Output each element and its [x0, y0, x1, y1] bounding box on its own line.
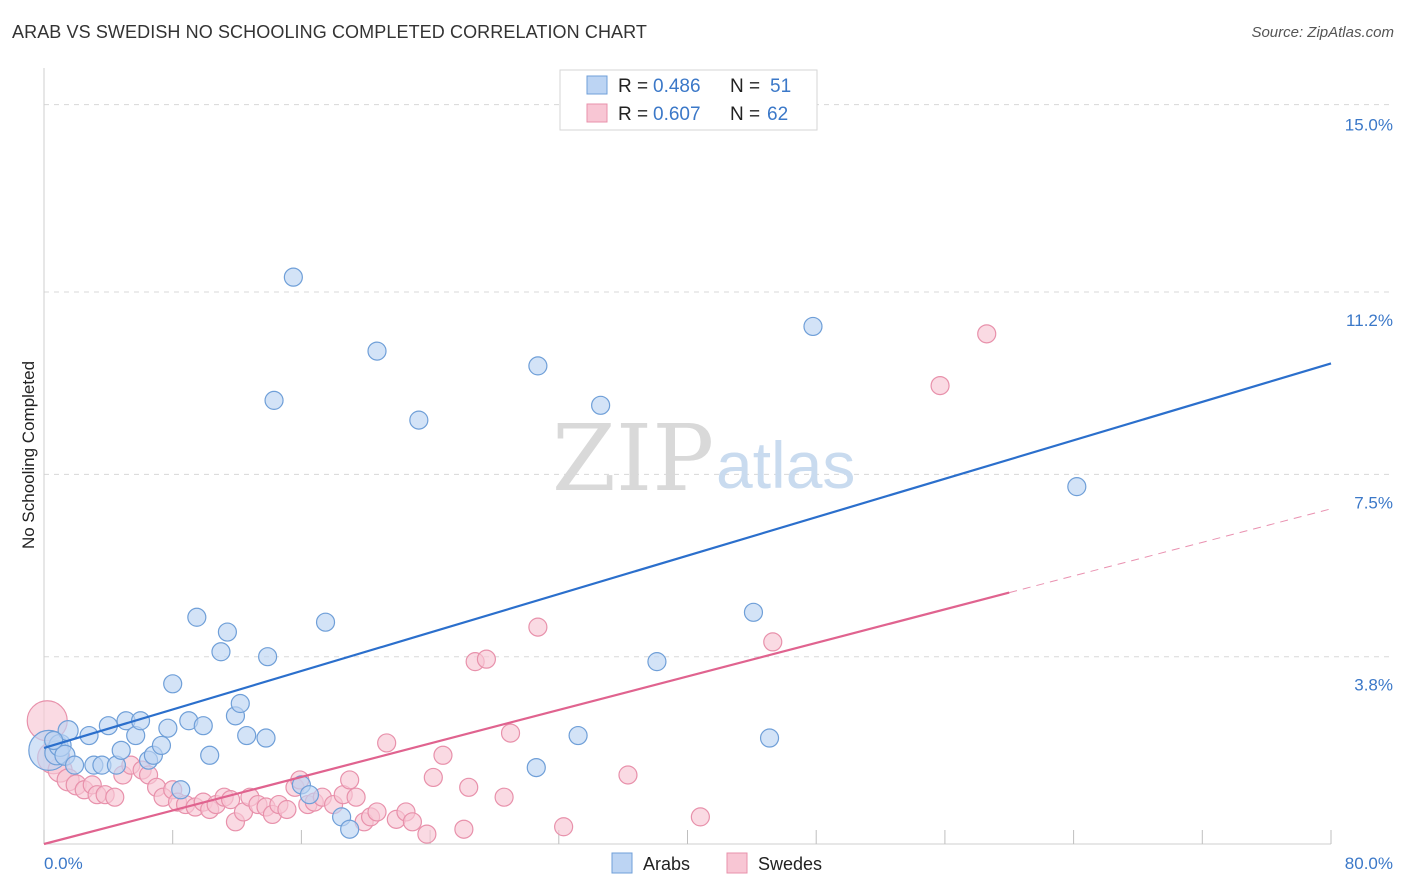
swedes-point — [340, 770, 360, 790]
swedes-trend-line — [43, 591, 1010, 846]
source-label: Source: ZipAtlas.com — [1251, 24, 1394, 41]
arabs-point — [158, 718, 178, 738]
bottom-legend-swedes-label: Swedes — [758, 854, 822, 874]
swedes-point — [494, 787, 514, 807]
y-tick-label: 7.5% — [1354, 493, 1393, 512]
arabs-point — [283, 267, 303, 287]
legend-arabs-swatch — [586, 75, 608, 95]
trend-lines — [43, 362, 1332, 846]
arabs-point — [315, 612, 336, 632]
arabs-point — [591, 395, 611, 415]
watermark-zip: ZIP — [552, 405, 714, 512]
arabs-point — [211, 642, 231, 662]
swedes-point — [977, 324, 997, 344]
arabs-point — [264, 390, 284, 410]
y-tick-label: 15.0% — [1345, 116, 1393, 135]
y-axis-title: No Schooling Completed — [19, 361, 38, 549]
swedes-point — [476, 649, 497, 669]
arabs-point — [759, 728, 780, 748]
swedes-point — [554, 817, 574, 837]
swedes-point — [423, 767, 443, 788]
swedes-points — [26, 324, 997, 844]
arabs-point — [299, 785, 320, 805]
bottom-legend-arabs-swatch — [611, 852, 633, 874]
legend-arabs-r-label: R = — [618, 76, 648, 97]
swedes-point — [618, 765, 638, 785]
y-tick-label: 3.8% — [1354, 676, 1393, 695]
x-tick-label-max: 80.0% — [1345, 854, 1393, 873]
arabs-point — [526, 757, 546, 778]
arabs-point — [1067, 477, 1087, 497]
legend-swedes-swatch — [586, 103, 608, 123]
watermark-atlas: atlas — [716, 428, 855, 502]
legend-swedes-n-label: N = — [730, 104, 760, 125]
arabs-point — [44, 730, 64, 751]
swedes-point — [930, 376, 950, 396]
arabs-point — [237, 725, 257, 746]
arabs-point — [64, 755, 85, 775]
arabs-point — [151, 735, 172, 756]
arabs-point — [230, 693, 250, 714]
arabs-point — [409, 410, 429, 430]
x-tick-label-min: 0.0% — [44, 854, 83, 873]
swedes-point — [105, 787, 125, 807]
arabs-point — [340, 819, 360, 839]
swedes-point — [277, 799, 297, 820]
y-tick-labels: 3.8% 7.5% 11.2% 15.0% — [1345, 116, 1393, 695]
bottom-legend-swedes-swatch — [726, 852, 748, 874]
grid-lines — [44, 104, 1393, 658]
bottom-legend-arabs-label: Arabs — [643, 854, 690, 874]
swedes-trend-extension — [1009, 508, 1332, 594]
legend-swedes-r-label: R = — [618, 104, 648, 125]
series-legend: Arabs Swedes — [611, 852, 822, 874]
legend-swedes-r-value: 0.607 — [653, 104, 701, 125]
arabs-point — [193, 716, 213, 736]
swedes-point — [690, 807, 710, 827]
swedes-point — [417, 824, 437, 844]
swedes-point — [454, 819, 474, 839]
swedes-point — [763, 632, 783, 652]
arabs-points — [28, 267, 1087, 839]
swedes-point — [377, 733, 397, 753]
swedes-point — [528, 617, 548, 637]
arabs-point — [187, 607, 207, 627]
swedes-point — [433, 745, 453, 765]
y-tick-label: 11.2% — [1346, 311, 1393, 330]
arabs-trend-line — [43, 362, 1332, 749]
arabs-point — [258, 647, 278, 667]
arabs-point — [743, 602, 764, 622]
arabs-point — [568, 725, 588, 746]
legend-arabs-n-value: 51 — [770, 76, 791, 97]
swedes-point — [346, 787, 366, 807]
swedes-point — [459, 777, 479, 797]
swedes-point — [500, 723, 521, 743]
swedes-point — [402, 812, 423, 832]
arabs-point — [256, 728, 276, 748]
legend-arabs-n-label: N = — [730, 76, 760, 97]
arabs-point — [163, 674, 183, 694]
zipatlas-watermark: ZIP atlas — [552, 405, 855, 512]
arabs-point — [111, 740, 131, 760]
arabs-point — [647, 652, 667, 672]
arabs-point — [171, 780, 191, 800]
chart-title: ARAB VS SWEDISH NO SCHOOLING COMPLETED C… — [12, 22, 648, 42]
arabs-point — [528, 356, 548, 376]
swedes-point — [367, 802, 387, 822]
arabs-point — [200, 745, 220, 765]
legend-arabs-r-value: 0.486 — [653, 76, 701, 97]
arabs-point — [367, 341, 387, 361]
legend-swedes-n-value: 62 — [767, 104, 788, 125]
arabs-point — [217, 622, 237, 642]
arabs-point — [803, 316, 823, 337]
stats-legend: R = 0.486 N = 51 R = 0.607 N = 62 — [559, 69, 818, 131]
